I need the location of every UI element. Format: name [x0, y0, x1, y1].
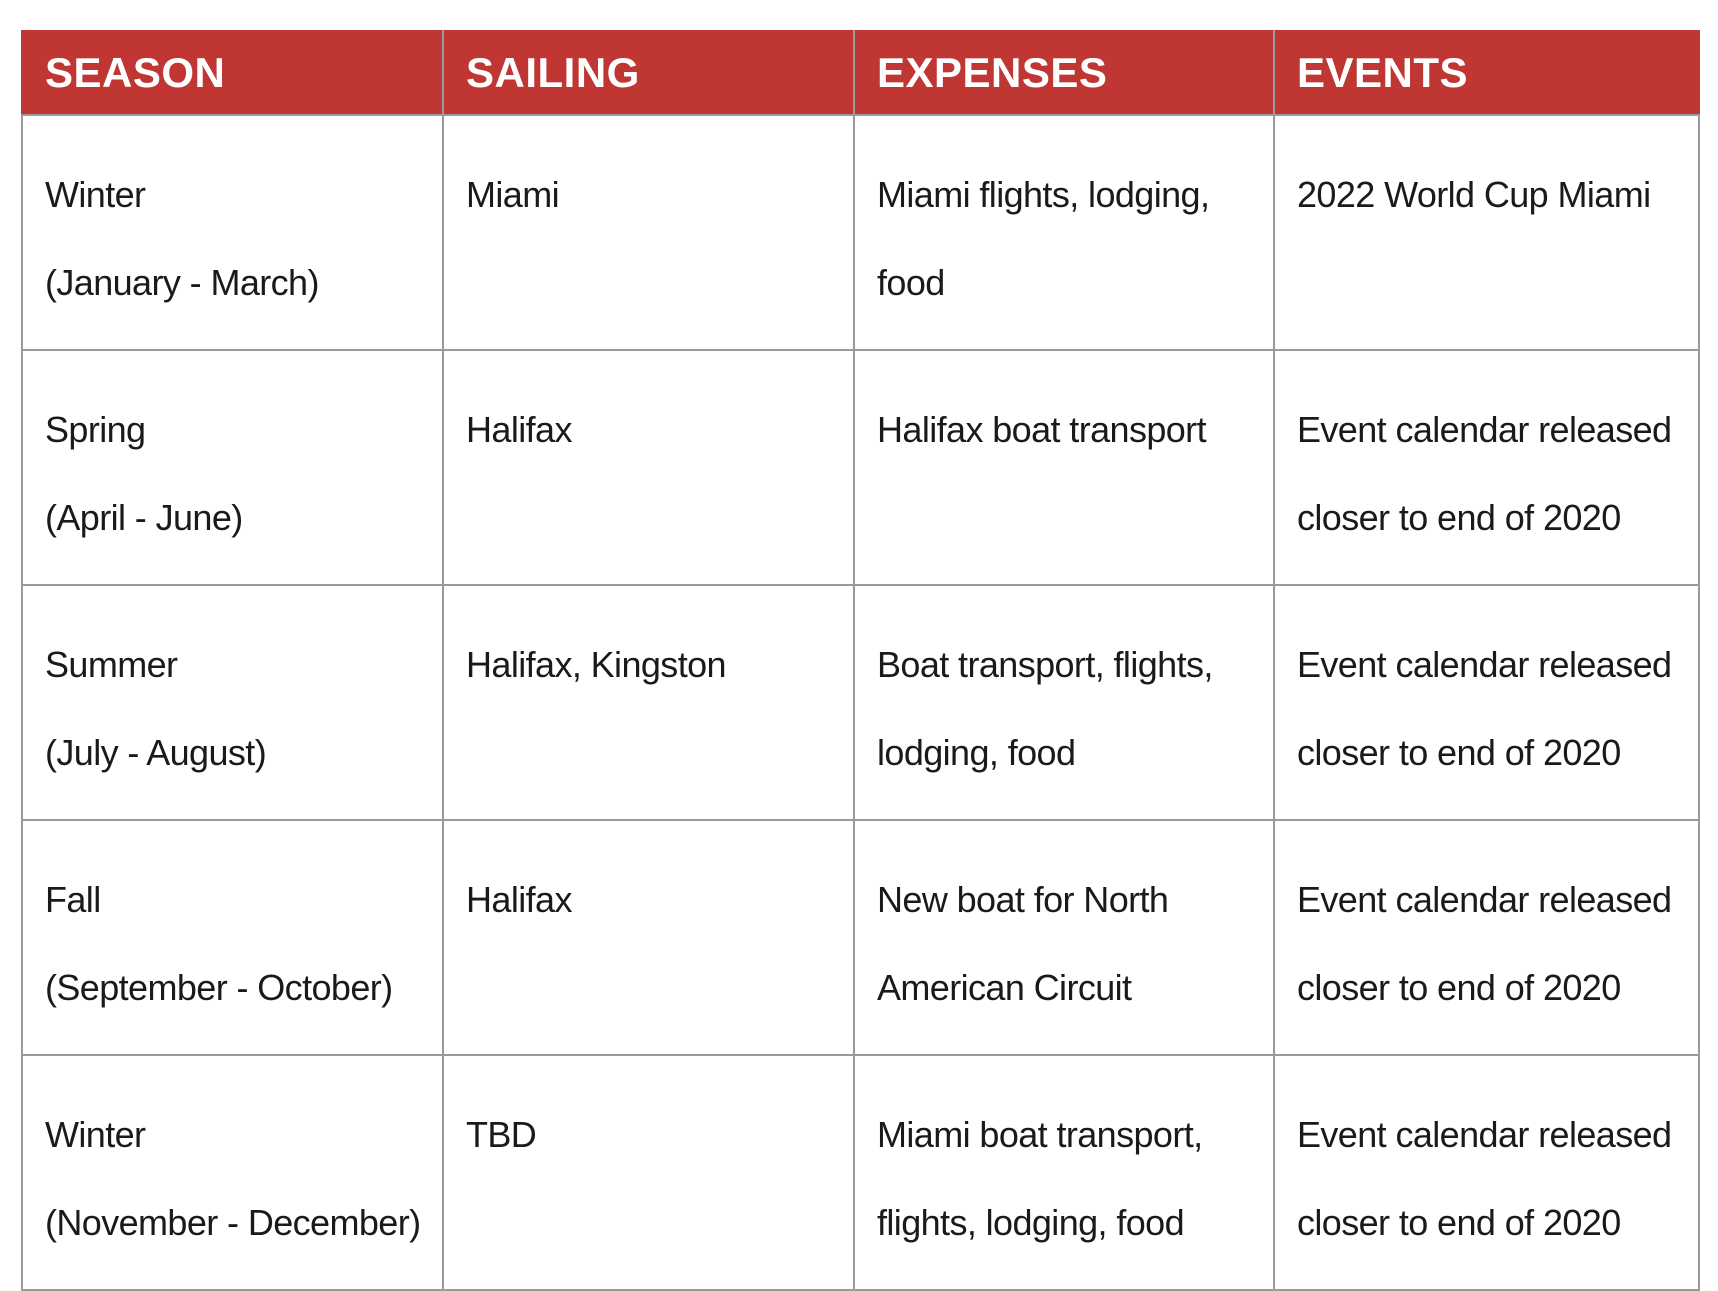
expenses-line: flights, lodging, food — [877, 1202, 1185, 1243]
sailing-location: Halifax, Kingston — [466, 644, 727, 685]
header-expenses: EXPENSES — [853, 30, 1275, 116]
season-months: (September - October) — [45, 967, 393, 1008]
sailing-schedule-table-container: SEASON SAILING EXPENSES EVENTS Winter (J… — [21, 30, 1700, 1291]
sailing-location: Miami — [466, 174, 560, 215]
events-line: closer to end of 2020 — [1297, 1202, 1621, 1243]
sailing-location: Halifax — [466, 879, 572, 920]
season-months: (November - December) — [45, 1202, 421, 1243]
sailing-cell: Halifax, Kingston — [442, 584, 855, 821]
expenses-cell: Miami flights, lodging, food — [853, 114, 1275, 351]
expenses-cell: Boat transport, flights, lodging, food — [853, 584, 1275, 821]
table-body: Winter (January - March) Miami Miami fli… — [21, 114, 1700, 1291]
season-cell: Winter (January - March) — [21, 114, 444, 351]
events-cell: 2022 World Cup Miami — [1273, 114, 1700, 351]
expenses-line: Boat transport, flights, — [877, 644, 1213, 685]
header-sailing: SAILING — [442, 30, 855, 116]
events-line: Event calendar released — [1297, 409, 1672, 450]
sailing-cell: Halifax — [442, 349, 855, 586]
events-line: closer to end of 2020 — [1297, 497, 1621, 538]
events-cell: Event calendar released closer to end of… — [1273, 1054, 1700, 1291]
events-cell: Event calendar released closer to end of… — [1273, 819, 1700, 1056]
expenses-line: American Circuit — [877, 967, 1132, 1008]
season-cell: Fall (September - October) — [21, 819, 444, 1056]
season-cell: Winter (November - December) — [21, 1054, 444, 1291]
sailing-schedule-table: SEASON SAILING EXPENSES EVENTS Winter (J… — [21, 30, 1700, 1291]
expenses-line: Halifax boat transport — [877, 409, 1207, 450]
sailing-location: TBD — [466, 1114, 537, 1155]
table-row: Winter (November - December) TBD Miami b… — [21, 1054, 1700, 1291]
sailing-location: Halifax — [466, 409, 572, 450]
expenses-line: Miami boat transport, — [877, 1114, 1203, 1155]
expenses-cell: Miami boat transport, flights, lodging, … — [853, 1054, 1275, 1291]
sailing-cell: Miami — [442, 114, 855, 351]
events-line: Event calendar released — [1297, 644, 1672, 685]
sailing-cell: Halifax — [442, 819, 855, 1056]
season-name: Summer — [45, 644, 178, 685]
events-line: closer to end of 2020 — [1297, 967, 1621, 1008]
table-row: Summer (July - August) Halifax, Kingston… — [21, 584, 1700, 821]
header-season: SEASON — [21, 30, 444, 116]
season-months: (January - March) — [45, 262, 319, 303]
expenses-cell: New boat for North American Circuit — [853, 819, 1275, 1056]
season-name: Fall — [45, 879, 101, 920]
season-cell: Spring (April - June) — [21, 349, 444, 586]
expenses-line: lodging, food — [877, 732, 1076, 773]
table-header: SEASON SAILING EXPENSES EVENTS — [21, 30, 1700, 116]
events-cell: Event calendar released closer to end of… — [1273, 349, 1700, 586]
expenses-line: Miami flights, lodging, — [877, 174, 1210, 215]
events-cell: Event calendar released closer to end of… — [1273, 584, 1700, 821]
events-line: 2022 World Cup Miami — [1297, 174, 1651, 215]
header-row: SEASON SAILING EXPENSES EVENTS — [21, 30, 1700, 116]
season-months: (July - August) — [45, 732, 267, 773]
events-line: Event calendar released — [1297, 879, 1672, 920]
table-row: Winter (January - March) Miami Miami fli… — [21, 114, 1700, 351]
table-row: Spring (April - June) Halifax Halifax bo… — [21, 349, 1700, 586]
season-name: Winter — [45, 1114, 146, 1155]
expenses-cell: Halifax boat transport — [853, 349, 1275, 586]
season-months: (April - June) — [45, 497, 243, 538]
season-name: Winter — [45, 174, 146, 215]
header-events: EVENTS — [1273, 30, 1700, 116]
events-line: closer to end of 2020 — [1297, 732, 1621, 773]
events-line: Event calendar released — [1297, 1114, 1672, 1155]
sailing-cell: TBD — [442, 1054, 855, 1291]
table-row: Fall (September - October) Halifax New b… — [21, 819, 1700, 1056]
expenses-line: New boat for North — [877, 879, 1169, 920]
expenses-line: food — [877, 262, 945, 303]
season-name: Spring — [45, 409, 146, 450]
season-cell: Summer (July - August) — [21, 584, 444, 821]
